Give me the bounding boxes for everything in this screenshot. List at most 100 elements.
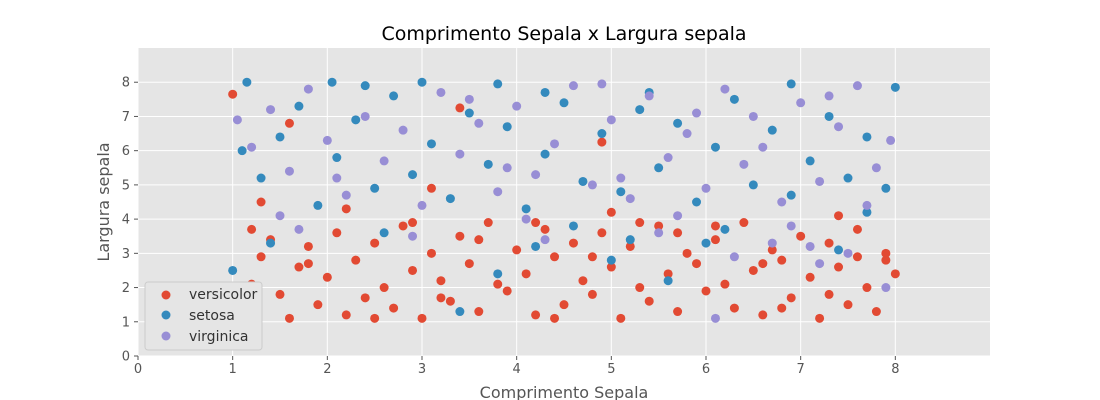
point-versicolor <box>389 303 399 313</box>
x-tick-label: 6 <box>702 362 710 377</box>
point-virginica <box>720 84 730 94</box>
x-tick-label: 0 <box>134 362 142 377</box>
point-setosa <box>701 238 711 248</box>
legend-box <box>144 281 263 351</box>
point-virginica <box>606 115 616 125</box>
point-versicolor <box>502 286 512 296</box>
point-versicolor <box>777 255 787 265</box>
point-versicolor <box>862 283 872 293</box>
point-versicolor <box>474 307 484 317</box>
point-setosa <box>720 224 730 234</box>
point-setosa <box>294 101 304 111</box>
legend-label-versicolor: versicolor <box>189 287 258 303</box>
point-virginica <box>379 156 389 166</box>
point-setosa <box>606 255 616 265</box>
point-versicolor <box>379 283 389 293</box>
point-setosa <box>531 241 541 251</box>
point-virginica <box>322 135 332 145</box>
point-setosa <box>464 108 474 118</box>
y-tick-label: 7 <box>122 110 130 125</box>
point-setosa <box>862 132 872 142</box>
point-virginica <box>464 94 474 104</box>
point-versicolor <box>550 313 560 323</box>
point-setosa <box>729 94 739 104</box>
point-setosa <box>786 190 796 200</box>
point-versicolor <box>587 289 597 299</box>
plot-background <box>138 48 990 356</box>
point-versicolor <box>767 245 777 255</box>
point-versicolor <box>322 272 332 282</box>
point-setosa <box>455 307 465 317</box>
point-virginica <box>512 101 522 111</box>
point-versicolor <box>890 269 900 279</box>
point-virginica <box>663 153 673 163</box>
point-setosa <box>635 105 645 115</box>
point-virginica <box>710 313 720 323</box>
point-versicolor <box>587 252 597 262</box>
point-virginica <box>266 105 276 115</box>
point-virginica <box>303 84 313 94</box>
point-versicolor <box>796 231 806 241</box>
point-setosa <box>834 245 844 255</box>
point-setosa <box>710 142 720 152</box>
point-setosa <box>408 170 418 180</box>
point-versicolor <box>852 252 862 262</box>
point-versicolor <box>436 276 446 286</box>
y-tick-label: 1 <box>122 315 130 330</box>
point-versicolor <box>483 218 493 228</box>
point-setosa <box>748 180 758 190</box>
point-versicolor <box>464 259 474 269</box>
point-setosa <box>370 183 380 193</box>
point-versicolor <box>834 211 844 221</box>
point-versicolor <box>445 296 455 306</box>
point-virginica <box>701 183 711 193</box>
point-virginica <box>568 81 578 91</box>
point-versicolor <box>228 89 238 99</box>
point-virginica <box>521 214 531 224</box>
point-versicolor <box>824 289 834 299</box>
point-virginica <box>881 283 891 293</box>
point-setosa <box>327 77 337 87</box>
point-versicolor <box>871 307 881 317</box>
point-virginica <box>682 129 692 139</box>
point-setosa <box>242 77 252 87</box>
point-versicolor <box>370 313 380 323</box>
point-virginica <box>777 197 787 207</box>
point-versicolor <box>531 218 541 228</box>
point-virginica <box>294 224 304 234</box>
point-virginica <box>625 194 635 204</box>
point-versicolor <box>625 241 635 251</box>
point-virginica <box>739 159 749 169</box>
point-versicolor <box>597 137 607 147</box>
point-versicolor <box>758 310 768 320</box>
point-versicolor <box>710 235 720 245</box>
point-setosa <box>767 125 777 135</box>
point-versicolor <box>881 248 891 258</box>
series-versicolor <box>228 89 900 323</box>
point-virginica <box>398 125 408 135</box>
point-versicolor <box>408 218 418 228</box>
point-virginica <box>843 248 853 258</box>
point-virginica <box>862 200 872 210</box>
point-virginica <box>616 173 626 183</box>
point-versicolor <box>436 293 446 303</box>
series-virginica <box>232 79 896 323</box>
point-versicolor <box>720 279 730 289</box>
point-setosa <box>483 159 493 169</box>
point-setosa <box>360 81 370 91</box>
point-virginica <box>360 111 370 121</box>
data-points <box>228 77 900 323</box>
point-setosa <box>275 132 285 142</box>
point-setosa <box>228 265 238 275</box>
point-versicolor <box>256 197 266 207</box>
point-versicolor <box>559 300 569 310</box>
point-virginica <box>417 200 427 210</box>
point-setosa <box>493 79 503 89</box>
point-versicolor <box>710 221 720 231</box>
point-versicolor <box>606 207 616 217</box>
point-virginica <box>531 170 541 180</box>
point-virginica <box>502 163 512 173</box>
y-axis-ticks: 0 1 2 3 4 5 6 7 8 <box>122 76 138 365</box>
point-virginica <box>247 142 257 152</box>
legend-marker-setosa <box>161 310 171 320</box>
